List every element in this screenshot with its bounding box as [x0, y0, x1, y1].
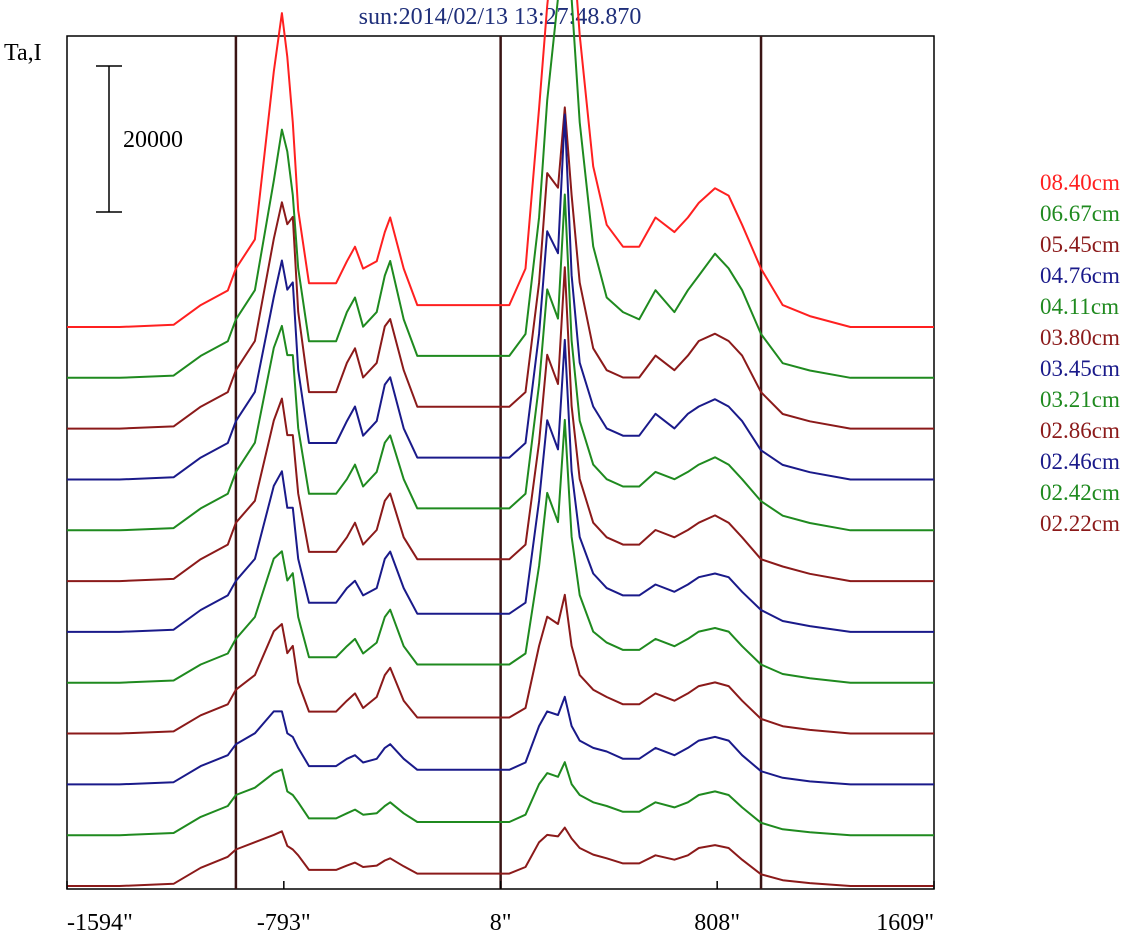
legend-entry-04.11cm: 04.11cm — [1040, 294, 1119, 319]
series-line-02.86cm — [67, 593, 934, 735]
legend-entry-04.76cm: 04.76cm — [1040, 263, 1120, 288]
legend-entry-06.67cm: 06.67cm — [1040, 201, 1120, 226]
scale-bar: 20000 — [96, 65, 183, 213]
series-line-05.45cm — [67, 106, 934, 430]
x-tick-label: 1609" — [876, 910, 934, 936]
series-line-02.46cm — [67, 695, 934, 786]
chart-title: sun:2014/02/13 13:27:48.870 — [358, 4, 642, 30]
legend-entry-02.46cm: 02.46cm — [1040, 449, 1120, 474]
x-tick-label: -1594" — [67, 910, 133, 936]
series-line-04.76cm — [67, 113, 934, 481]
series-line-02.42cm — [67, 761, 934, 837]
legend-entry-02.42cm: 02.42cm — [1040, 480, 1120, 505]
scale-bar-label: 20000 — [123, 127, 183, 153]
series-line-02.22cm — [67, 826, 934, 887]
x-tick-label: -793" — [257, 910, 311, 936]
series-line-03.80cm — [67, 266, 934, 583]
y-axis-label: Ta,I — [4, 40, 42, 66]
series-line-04.11cm — [67, 193, 934, 532]
legend-entry-05.45cm: 05.45cm — [1040, 232, 1120, 257]
legend-entry-03.21cm: 03.21cm — [1040, 387, 1120, 412]
x-tick-label: 808" — [694, 910, 740, 936]
legend-entry-03.45cm: 03.45cm — [1040, 356, 1120, 381]
series-line-03.45cm — [67, 338, 934, 633]
legend-entry-03.80cm: 03.80cm — [1040, 325, 1120, 350]
legend-entry-08.40cm: 08.40cm — [1040, 170, 1120, 195]
series-line-08.40cm — [67, 0, 934, 328]
legend-entry-02.86cm: 02.86cm — [1040, 418, 1120, 443]
series-line-03.21cm — [67, 418, 934, 684]
series-line-06.67cm — [67, 0, 934, 379]
legend-entry-02.22cm: 02.22cm — [1040, 511, 1120, 536]
x-tick-label: 8" — [490, 910, 512, 936]
